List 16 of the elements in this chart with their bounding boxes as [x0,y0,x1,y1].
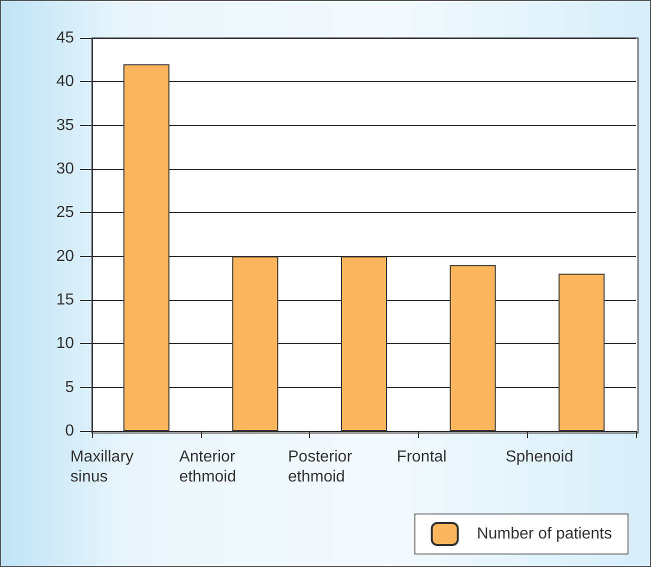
x-tick-label: Sphenoid [506,448,574,466]
y-tick-label: 5 [65,378,74,396]
y-tick-label: 15 [56,292,74,308]
legend-label: Number of patients [476,526,612,542]
x-tick-label: Posterior ethmoid [288,448,353,486]
x-tick-label: Frontal [396,448,447,466]
y-tick-label: 0 [65,422,74,440]
y-tick-label: 25 [56,204,74,222]
y-tick-label: 10 [56,335,74,352]
x-tick-label: Anterior ethmoid [179,448,236,486]
y-tick-label: 40 [56,73,74,90]
y-tick-label: 45 [56,30,74,46]
y-tick-label: 35 [56,116,74,134]
y-tick-label: 30 [56,160,74,178]
y-tick-label: 20 [56,248,74,265]
x-tick-label: Maxillary sinus [70,448,134,486]
